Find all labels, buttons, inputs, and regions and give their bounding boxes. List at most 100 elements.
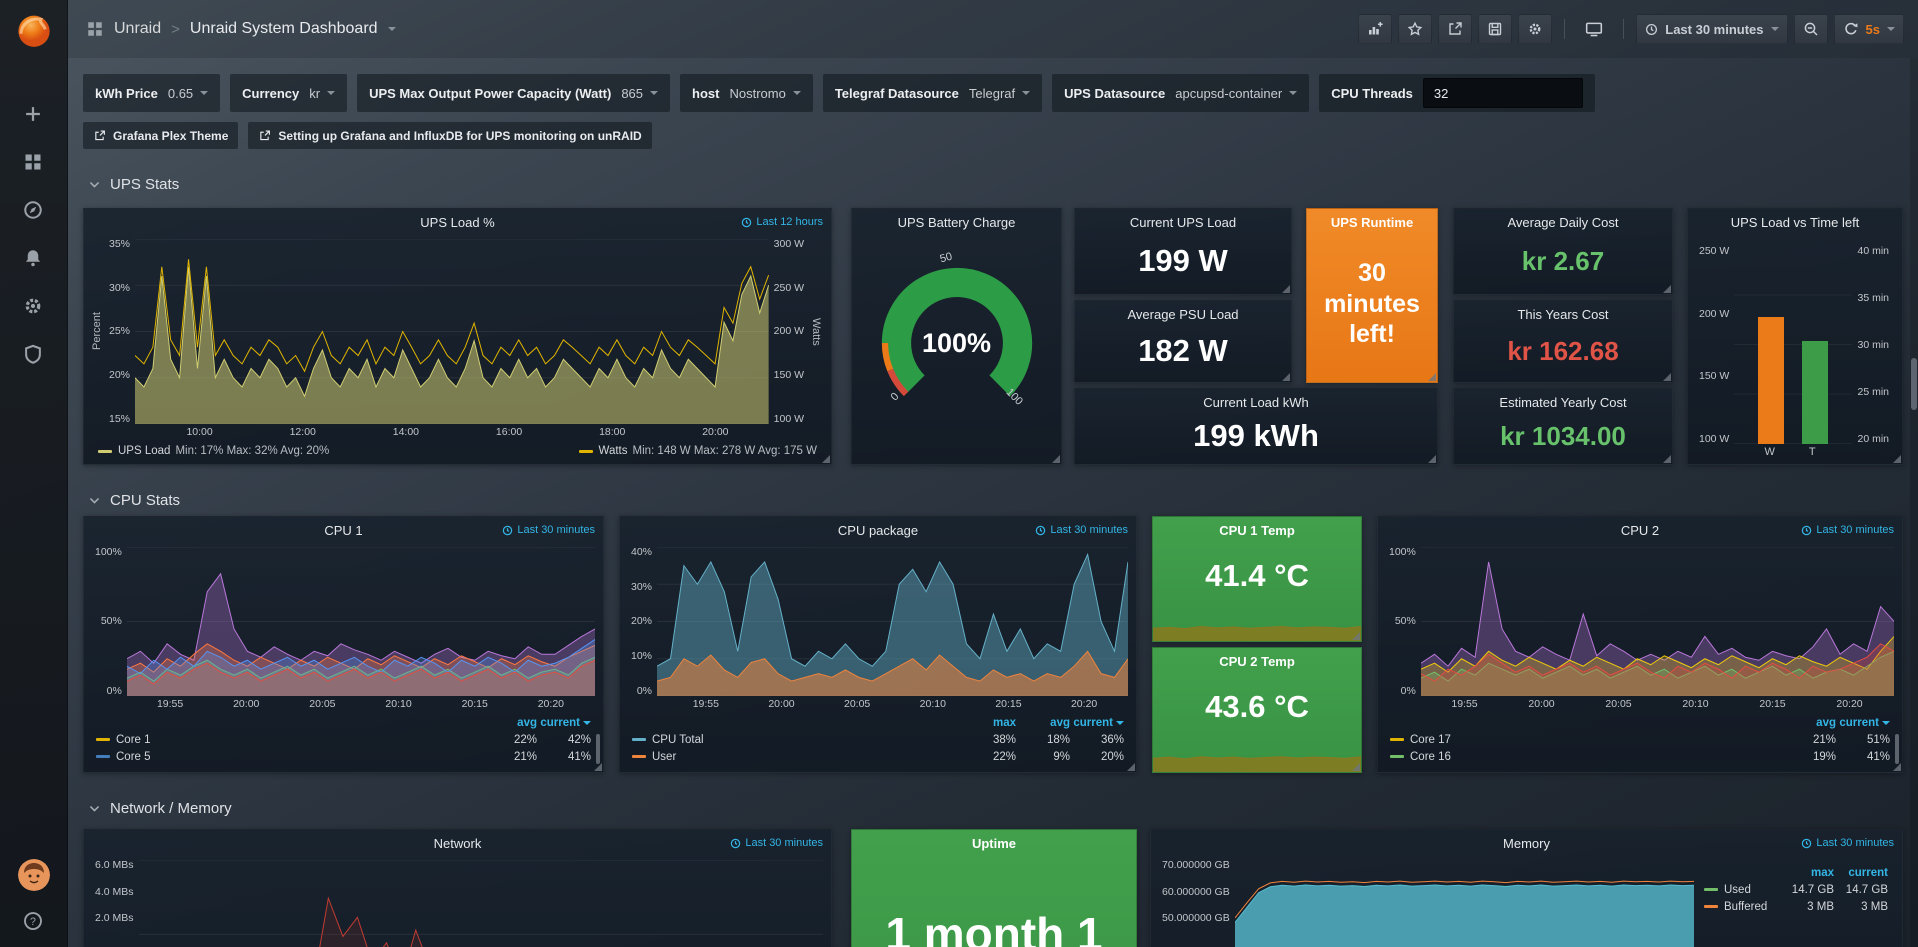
variable-telegraf-datasource[interactable]: Telegraf Datasource Telegraf [822, 74, 1043, 112]
legend-item-core5[interactable]: Core 5 21% 41% [96, 748, 591, 765]
panel-title[interactable]: CPU 2 [1620, 523, 1660, 538]
variable-value-dropdown[interactable]: Nostromo [729, 86, 801, 101]
panel-title[interactable]: UPS Runtime [1330, 215, 1414, 230]
variable-currency[interactable]: Currency kr [230, 74, 348, 112]
y-axis-ticks-left: 35% 30% 25% 20% 15% [109, 238, 131, 425]
configuration-gear-icon[interactable] [23, 296, 45, 318]
legend-item-cpu-total[interactable]: CPU Total 38% 18% 36% [632, 731, 1124, 748]
breadcrumb-app[interactable]: Unraid [114, 20, 162, 37]
caret-down-icon [650, 91, 659, 95]
panel-title[interactable]: UPS Load vs Time left [1730, 215, 1860, 230]
link-ups-monitoring-guide[interactable]: Setting up Grafana and InfluxDB for UPS … [248, 122, 652, 149]
section-ups-stats[interactable]: UPS Stats [88, 176, 179, 193]
caret-down-icon [1022, 91, 1031, 95]
memory-chart[interactable] [1234, 860, 1694, 947]
help-icon[interactable]: ? [23, 911, 45, 933]
share-button[interactable] [1438, 14, 1473, 44]
caret-down-icon [327, 91, 336, 95]
section-network-memory[interactable]: Network / Memory [88, 800, 232, 817]
cpu-threads-input[interactable] [1422, 78, 1583, 108]
legend-item-core1[interactable]: Core 1 22% 42% [96, 731, 591, 748]
panel-title[interactable]: Current Load kWh [1203, 395, 1309, 410]
panel-timerange-link[interactable]: Last 30 minutes [1801, 837, 1894, 849]
panel-title[interactable]: CPU package [837, 523, 919, 538]
alerting-bell-icon[interactable] [23, 248, 45, 270]
user-avatar[interactable] [17, 859, 50, 891]
link-grafana-plex-theme[interactable]: Grafana Plex Theme [83, 122, 239, 149]
panel-timerange-link[interactable]: Last 30 minutes [1035, 524, 1128, 536]
variable-value-dropdown[interactable]: kr [309, 86, 336, 101]
page-scrollbar[interactable] [1910, 58, 1918, 947]
legend-item-core16[interactable]: Core 16 19% 41% [1390, 748, 1890, 765]
panel-title[interactable]: Average Daily Cost [1507, 215, 1619, 230]
legend-item-watts[interactable]: Watts Min: 148 W Max: 278 W Avg: 175 W [578, 445, 817, 457]
zoom-out-button[interactable] [1793, 14, 1828, 44]
dashboard-settings-button[interactable] [1518, 14, 1553, 44]
create-plus-icon[interactable] [23, 104, 45, 126]
variable-value-dropdown[interactable]: 865 [621, 86, 659, 101]
panel-title[interactable]: Uptime [971, 836, 1017, 851]
dashboards-icon[interactable] [23, 152, 45, 174]
kiosk-tv-button[interactable] [1577, 14, 1611, 44]
grafana-logo-icon[interactable] [14, 10, 54, 50]
chevron-down-icon [89, 181, 100, 188]
caret-down-icon [1887, 27, 1895, 31]
panel-title[interactable]: CPU 1 Temp [1219, 523, 1295, 538]
cpu1-chart[interactable] [126, 547, 595, 696]
ups-load-time-bar-chart[interactable] [1734, 246, 1853, 444]
panel-title[interactable]: UPS Load % [420, 215, 495, 230]
stat-value: kr 162.68 [1507, 335, 1619, 366]
save-button[interactable] [1478, 14, 1513, 44]
panel-timerange-link[interactable]: Last 12 hours [741, 216, 823, 228]
network-chart[interactable] [139, 860, 823, 947]
ups-load-chart[interactable] [135, 239, 769, 424]
star-button[interactable] [1398, 14, 1433, 44]
panel-title[interactable]: CPU 1 [324, 523, 363, 538]
clock-icon [1802, 838, 1812, 848]
legend-scrollbar[interactable] [596, 734, 600, 764]
panel-title[interactable]: Estimated Yearly Cost [1499, 395, 1627, 410]
variable-value-dropdown[interactable]: Telegraf [969, 86, 1031, 101]
variable-host[interactable]: host Nostromo [680, 74, 813, 112]
panel-title[interactable]: Current UPS Load [1129, 215, 1237, 230]
dashboard-title[interactable]: Unraid System Dashboard [189, 20, 378, 37]
variable-value-dropdown[interactable]: 0.65 [168, 86, 209, 101]
scrollbar-thumb[interactable] [1911, 358, 1917, 410]
legend-item-buffered[interactable]: Buffered 3 MB 3 MB [1704, 898, 1888, 915]
panel-title[interactable]: Average PSU Load [1127, 307, 1239, 322]
top-navbar: Unraid > Unraid System Dashboard Last 30… [68, 0, 1918, 58]
legend-item-used[interactable]: Used 14.7 GB 14.7 GB [1704, 881, 1888, 898]
panel-title[interactable]: Network [433, 836, 482, 851]
time-range-label: Last 30 minutes [1665, 21, 1764, 37]
legend-item-ups-load[interactable]: UPS Load Min: 17% Max: 32% Avg: 20% [98, 445, 329, 457]
stat-value: 199 kWh [1193, 418, 1319, 453]
section-cpu-stats[interactable]: CPU Stats [88, 492, 180, 509]
panel-timerange-link[interactable]: Last 30 minutes [1801, 524, 1894, 536]
panel-title[interactable]: Memory [1503, 836, 1550, 851]
panel-timerange-link[interactable]: Last 30 minutes [730, 837, 823, 849]
variable-kwh-price[interactable]: kWh Price 0.65 [83, 74, 221, 112]
legend: avg current Core 17 21% 51% Core 16 19% 41% [1378, 714, 1902, 772]
explore-compass-icon[interactable] [23, 200, 45, 222]
admin-shield-icon[interactable] [23, 344, 45, 366]
legend-scrollbar[interactable] [1895, 734, 1899, 764]
chevron-down-icon[interactable] [387, 27, 396, 31]
cpu2-chart[interactable] [1420, 547, 1894, 696]
cpu-package-chart[interactable] [657, 547, 1128, 696]
legend-item-user[interactable]: User 22% 9% 20% [632, 748, 1124, 765]
panel-title[interactable]: UPS Battery Charge [897, 215, 1016, 230]
variable-ups-datasource[interactable]: UPS Datasource apcupsd-container [1052, 74, 1310, 112]
refresh-button[interactable]: 5s [1833, 14, 1904, 44]
variable-ups-max-output[interactable]: UPS Max Output Power Capacity (Watt) 865 [357, 74, 671, 112]
dashboard-links-row: Grafana Plex Theme Setting up Grafana an… [83, 122, 652, 149]
panel-title[interactable]: CPU 2 Temp [1219, 654, 1295, 669]
series-swatch [98, 449, 112, 453]
variable-value-dropdown[interactable]: apcupsd-container [1175, 86, 1298, 101]
legend-item-core17[interactable]: Core 17 21% 51% [1390, 731, 1890, 748]
panel-title[interactable]: This Years Cost [1517, 307, 1609, 322]
series-swatch [96, 738, 110, 741]
legend: max avg current CPU Total 38% 18% 36% User 22%… [620, 714, 1136, 772]
add-panel-button[interactable] [1358, 14, 1393, 44]
panel-timerange-link[interactable]: Last 30 minutes [502, 524, 595, 536]
time-range-picker[interactable]: Last 30 minutes [1636, 14, 1788, 44]
